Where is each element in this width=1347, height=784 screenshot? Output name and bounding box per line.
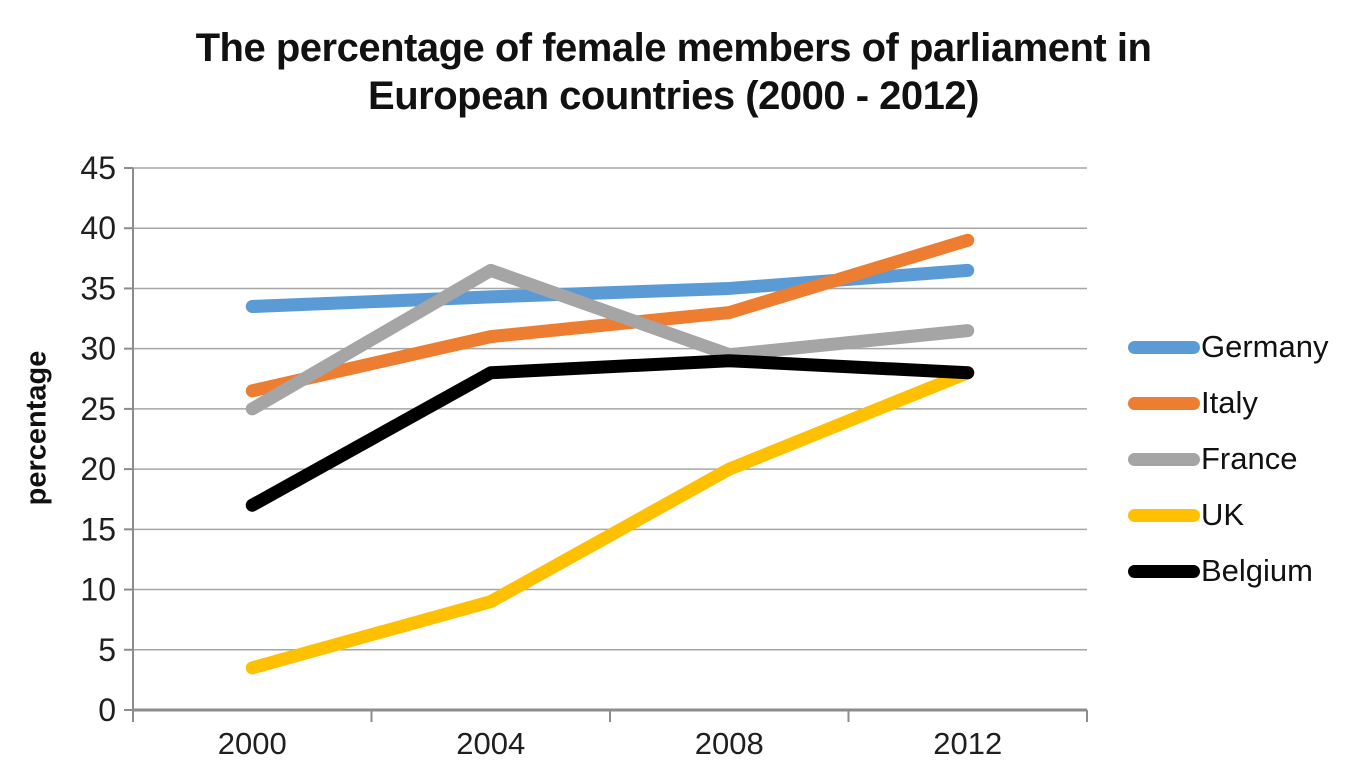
legend-label-france: France: [1201, 441, 1298, 476]
y-tick-label-10: 10: [80, 572, 116, 608]
legend-swatch-france: [1128, 452, 1200, 466]
x-tick-label-2000: 2000: [218, 726, 287, 761]
y-tick-label-30: 30: [80, 331, 116, 367]
legend-item-france: France: [1128, 438, 1343, 480]
legend-swatch-italy: [1128, 396, 1200, 410]
y-tick-label-0: 0: [98, 692, 116, 728]
legend-item-uk: UK: [1128, 494, 1343, 536]
legend-item-germany: Germany: [1128, 326, 1343, 368]
series-line-uk: [245, 366, 975, 675]
y-tick-label-20: 20: [80, 451, 116, 487]
y-tick-label-15: 15: [80, 511, 116, 547]
legend-swatch-belgium: [1128, 564, 1200, 578]
legend-label-uk: UK: [1201, 497, 1245, 532]
legend-label-germany: Germany: [1201, 329, 1329, 364]
series-line-belgium: [245, 354, 975, 512]
chart-title-line-1: The percentage of female members of parl…: [195, 26, 1152, 70]
legend-swatch-uk: [1128, 508, 1200, 522]
y-tick-label-45: 45: [80, 150, 116, 186]
y-tick-label-40: 40: [80, 210, 116, 246]
y-axis-title: percentage: [20, 350, 53, 506]
legend-label-belgium: Belgium: [1201, 553, 1313, 588]
y-tick-label-35: 35: [80, 270, 116, 306]
legend-swatch-germany: [1128, 340, 1200, 354]
y-tick-label-5: 5: [98, 632, 116, 668]
y-tick-label-25: 25: [80, 391, 116, 427]
legend-item-belgium: Belgium: [1128, 550, 1343, 592]
legend-item-italy: Italy: [1128, 382, 1343, 424]
plot-area: 0 5 10 15 20 25 30 35 40 45 2000 2004 2008 2012: [80, 150, 1088, 761]
series-line-italy: [245, 233, 975, 398]
legend: Germany Italy France UK Belgium: [1128, 326, 1343, 606]
x-tick-label-2004: 2004: [456, 726, 525, 761]
series-line-france: [245, 263, 975, 416]
chart-title: The percentage of female members of parl…: [0, 24, 1347, 120]
chart-title-line-2: European countries (2000 - 2012): [368, 74, 979, 118]
x-tick-label-2008: 2008: [695, 726, 764, 761]
line-chart: 0 5 10 15 20 25 30 35 40 45 2000 2004 2008 2012: [80, 150, 1088, 761]
x-tick-label-2012: 2012: [933, 726, 1002, 761]
legend-label-italy: Italy: [1201, 385, 1258, 420]
